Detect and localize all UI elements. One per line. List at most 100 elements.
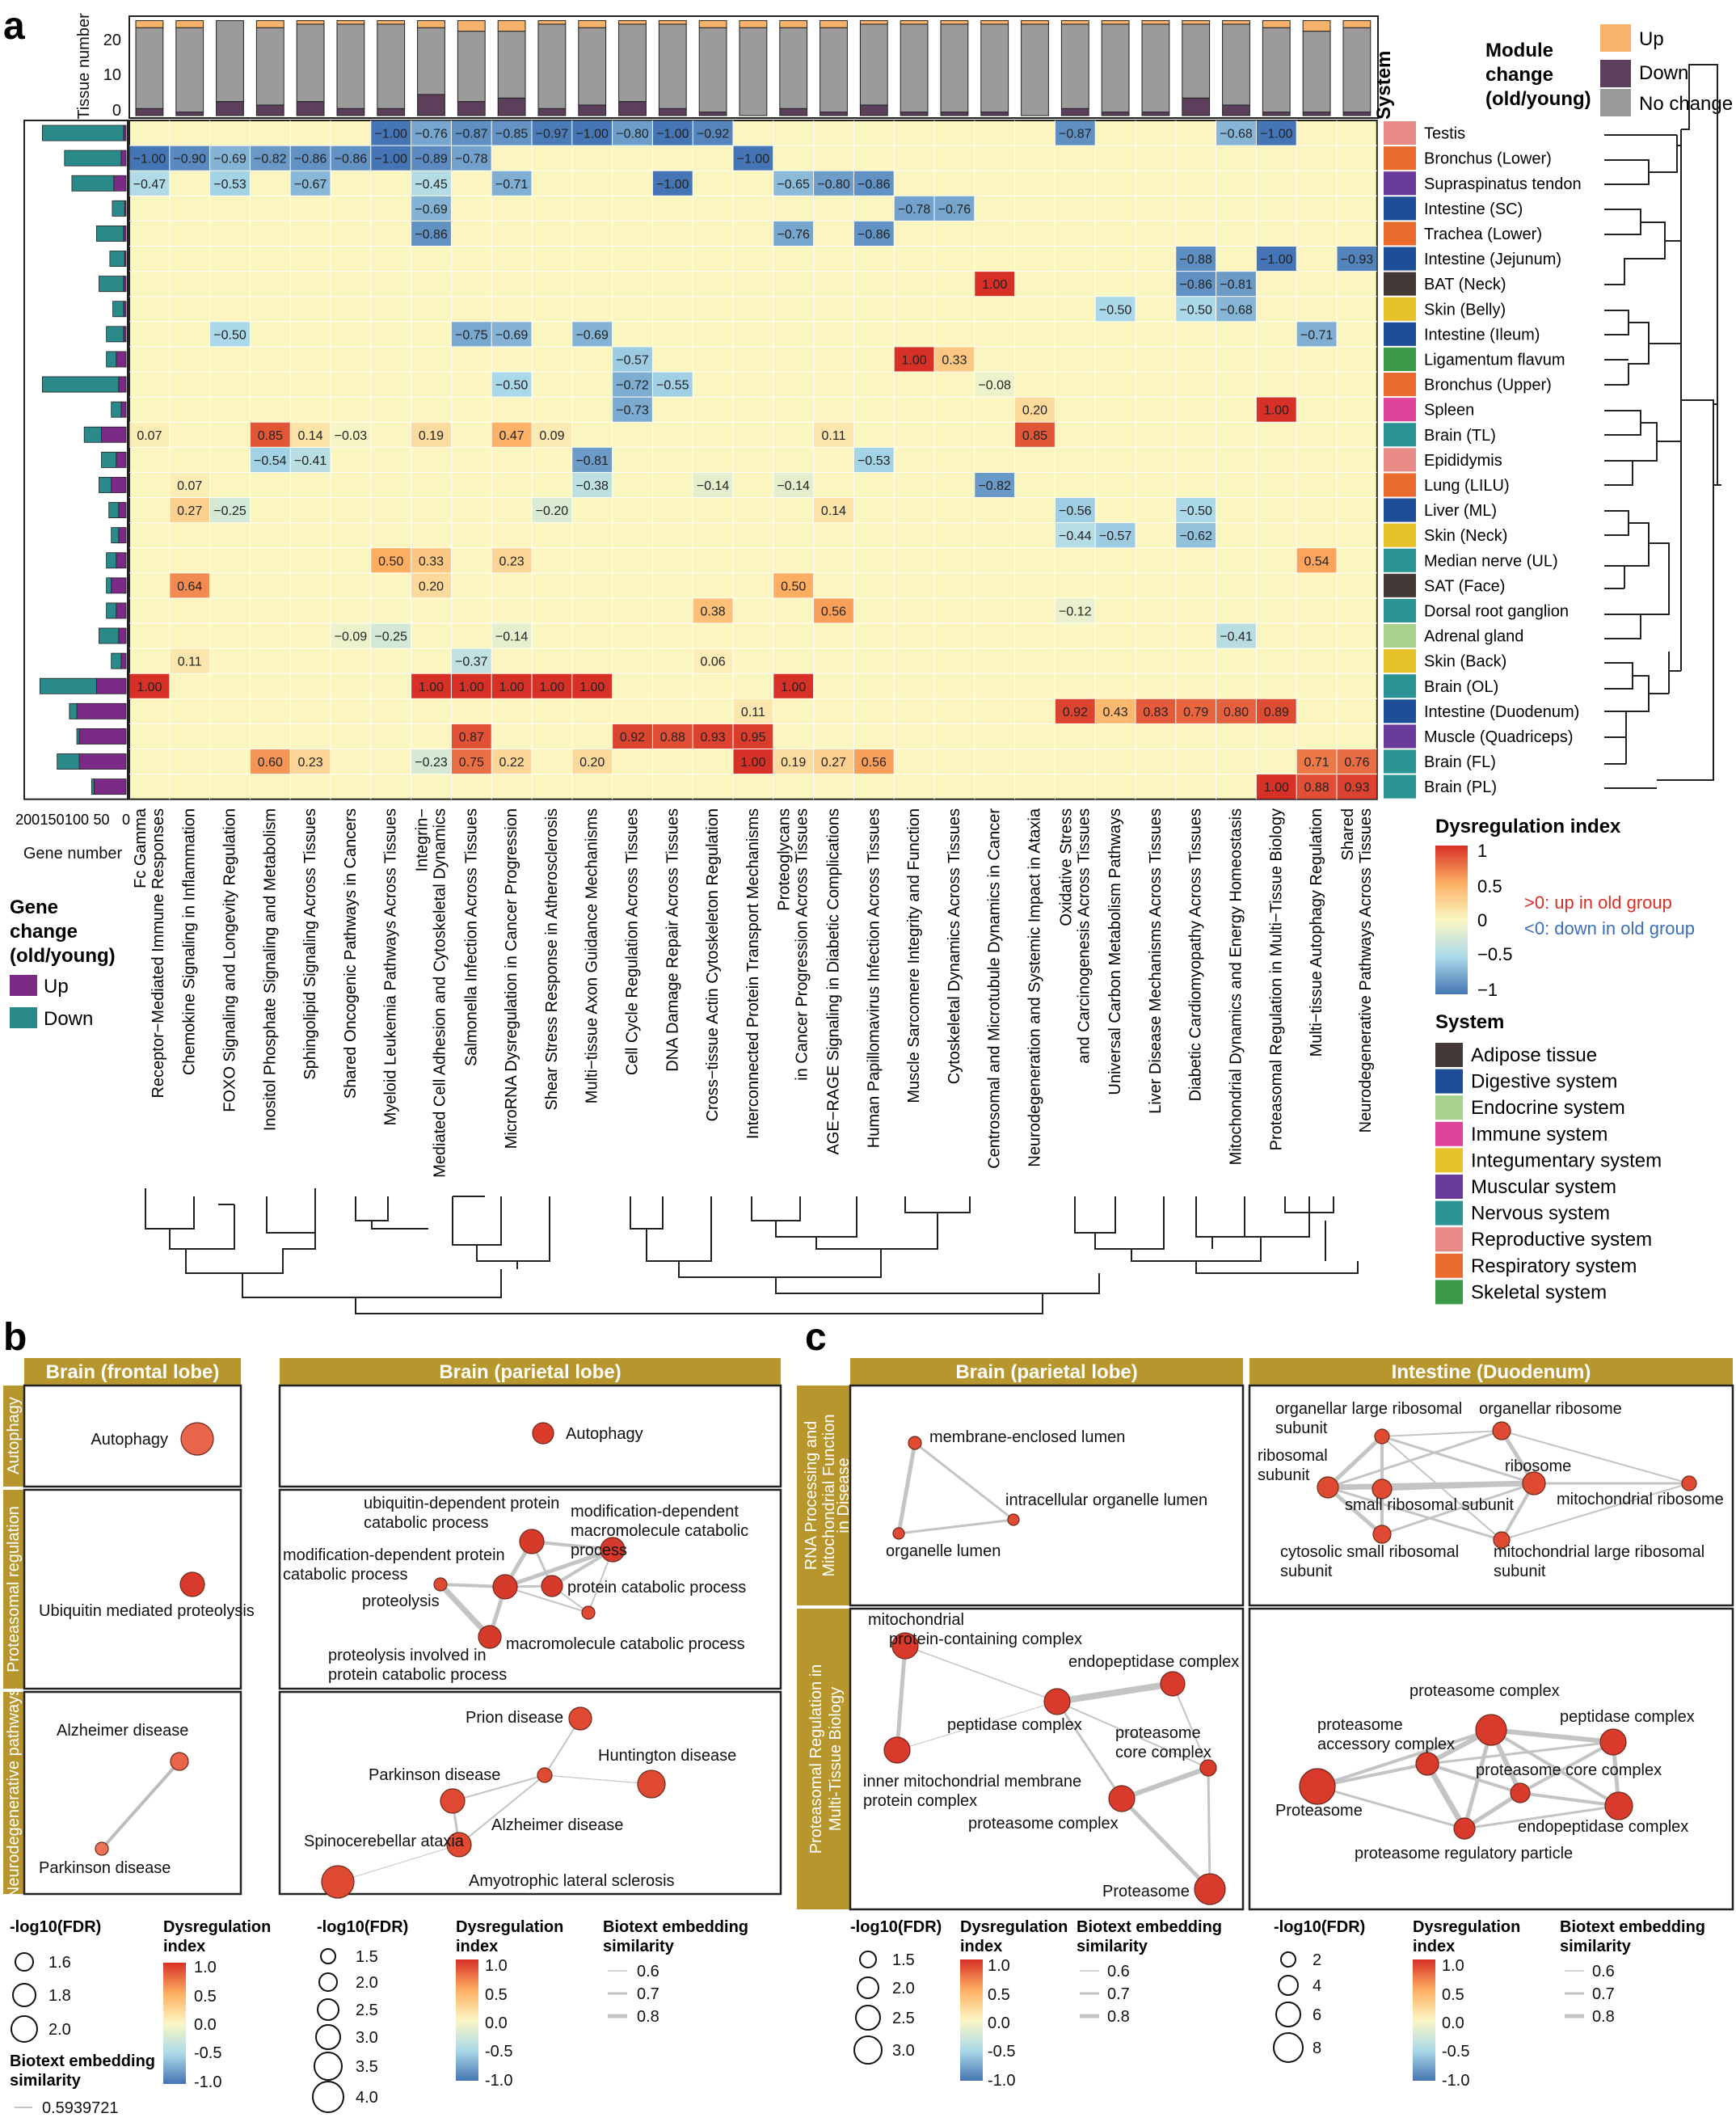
b-pl-label-2b: catabolic process: [283, 1566, 408, 1584]
c-duo-label-organellar-ribosome: organellar ribosome: [1479, 1400, 1622, 1418]
module-bar-up: [859, 20, 888, 25]
heatmap-cell-value: 1.00: [459, 681, 484, 694]
module-bar-none: [940, 23, 969, 113]
b-row-header-proteasome: Proteasomal regulation: [5, 1506, 23, 1673]
note-down: <0: down in old group: [1524, 918, 1695, 939]
tissue-tick-20: 20: [103, 32, 121, 49]
b-dys-pl-t4: -1.0: [485, 2072, 512, 2090]
heatmap-cell: [733, 749, 773, 774]
c-duo-prot-label-core: proteasome core complex: [1476, 1761, 1662, 1779]
gene-bar-down: [106, 351, 117, 368]
c-pl-prot-label-inner-b: protein complex: [863, 1792, 977, 1810]
b-pl-label-prion: Prion disease: [466, 1709, 563, 1727]
module-bar-none: [739, 27, 768, 116]
module-bar-up: [1342, 20, 1372, 28]
module-bar-none: [1141, 23, 1170, 113]
heatmap-cell: [210, 322, 250, 347]
heatmap-cell-value: 0.92: [1063, 706, 1088, 719]
heatmap-cell-value: 0.23: [499, 555, 525, 568]
gene-up-label: Up: [44, 976, 69, 998]
heatmap-cell: [250, 422, 290, 447]
module-bar-up: [1222, 20, 1250, 25]
c-pl-prot-label-inner-a: inner mitochondrial membrane: [863, 1773, 1081, 1791]
heatmap-cell-value: −0.50: [1179, 504, 1212, 518]
panel-b-letter: b: [3, 1316, 27, 1359]
system-swatch: [1384, 598, 1416, 622]
gene-bar-down: [111, 401, 122, 418]
module-bar-down: [417, 94, 445, 116]
row-label: Brain (TL): [1424, 427, 1496, 445]
heatmap-cell-value: −0.92: [697, 128, 730, 141]
heatmap-cell-value: 1.00: [137, 681, 162, 694]
heatmap-cell-value: −0.47: [133, 178, 166, 192]
heatmap-cell: [1095, 523, 1136, 548]
legend-nochange-swatch: [1600, 89, 1631, 116]
heatmap-cell-value: −0.87: [455, 128, 488, 141]
c-duo-prot-label-endopeptidase: endopeptidase complex: [1518, 1818, 1688, 1836]
b-sim-pl-0: 0.6: [637, 1963, 659, 1980]
heatmap-cell-value: −0.03: [335, 429, 368, 443]
heatmap-cell: [411, 548, 451, 573]
heatmap-cell: [1055, 498, 1095, 523]
column-label: Interconnected Protein Transport Mechani…: [744, 808, 762, 1139]
system-swatch: [1384, 448, 1416, 472]
c-sim-duo-0: 0.6: [1592, 1963, 1615, 1980]
heatmap-cell: [572, 673, 613, 698]
c-pl-prot-label-0b: protein-containing complex: [889, 1630, 1082, 1648]
svg-text:change: change: [10, 921, 78, 943]
note-up: >0: up in old group: [1524, 892, 1672, 913]
module-bar-down: [1222, 104, 1250, 116]
module-bar-down: [980, 112, 1009, 116]
gene-up-swatch: [10, 975, 37, 996]
heatmap-cell-value: 0.83: [1143, 706, 1168, 719]
heatmap-cell: [491, 171, 532, 196]
gene-bar-down: [69, 702, 78, 719]
heatmap-cell: [1176, 498, 1216, 523]
b-sim-title-pl-1: Biotext embedding: [603, 1918, 748, 1936]
heatmap-cell-value: 0.06: [701, 656, 726, 669]
heatmap-cell-value: −0.25: [213, 504, 246, 518]
system-legend-swatch: [1435, 1227, 1463, 1252]
heatmap-cell-value: −0.08: [978, 379, 1011, 393]
system-swatch: [1384, 473, 1416, 497]
module-bar-none: [578, 27, 607, 106]
heatmap-cell: [1176, 297, 1216, 322]
gene-bar-down: [76, 728, 80, 745]
module-bar-down: [135, 108, 164, 116]
c-fdr-pl-3: 3.0: [892, 2042, 915, 2060]
module-bar-down: [940, 112, 969, 116]
heatmap-cell-value: −0.09: [335, 631, 368, 644]
b-row-header-neuro: Neurodegenerative pathways: [5, 1688, 23, 1898]
heatmap-cell: [853, 221, 894, 246]
b-sim-pl-2: 0.8: [637, 2008, 659, 2026]
heatmap-cell: [1337, 749, 1377, 774]
c-pl-node-core: [1199, 1759, 1217, 1777]
heatmap-cell-value: −0.41: [294, 454, 327, 468]
module-bar-none: [1182, 23, 1211, 99]
column-label: Human Papillomavirus Infection Across Ti…: [865, 808, 883, 1148]
legend-down-swatch: [1600, 60, 1631, 87]
heatmap-cell-value: −0.44: [1059, 529, 1092, 543]
system-swatch: [1384, 548, 1416, 572]
module-bar-none: [1342, 27, 1372, 113]
system-swatch: [1384, 196, 1416, 221]
heatmap-cell-value: −0.38: [575, 479, 609, 493]
module-bar-up: [296, 20, 325, 25]
b-pl-node-protein-catabolic: [541, 1575, 563, 1597]
module-bar-up: [779, 20, 808, 28]
heatmap-cell-value: −0.45: [415, 178, 448, 192]
gene-bar-up: [96, 677, 127, 694]
column-label: Integrin−: [414, 808, 432, 871]
b-pl-node-autophagy: [532, 1422, 554, 1445]
heatmap-cell-value: 0.11: [822, 429, 846, 443]
gene-bar-up: [111, 577, 127, 594]
c-duo-node-cytosolic: [1372, 1525, 1392, 1544]
heatmap-cell: [894, 196, 934, 221]
heatmap-cell: [451, 322, 491, 347]
dysreg-tick-m1: −1: [1477, 980, 1498, 1000]
heatmap-cell: [451, 749, 491, 774]
system-legend-label: Muscular system: [1471, 1176, 1616, 1198]
system-swatch: [1384, 146, 1416, 171]
b-pl-node-macromolecule-catabolic: [581, 1605, 596, 1620]
